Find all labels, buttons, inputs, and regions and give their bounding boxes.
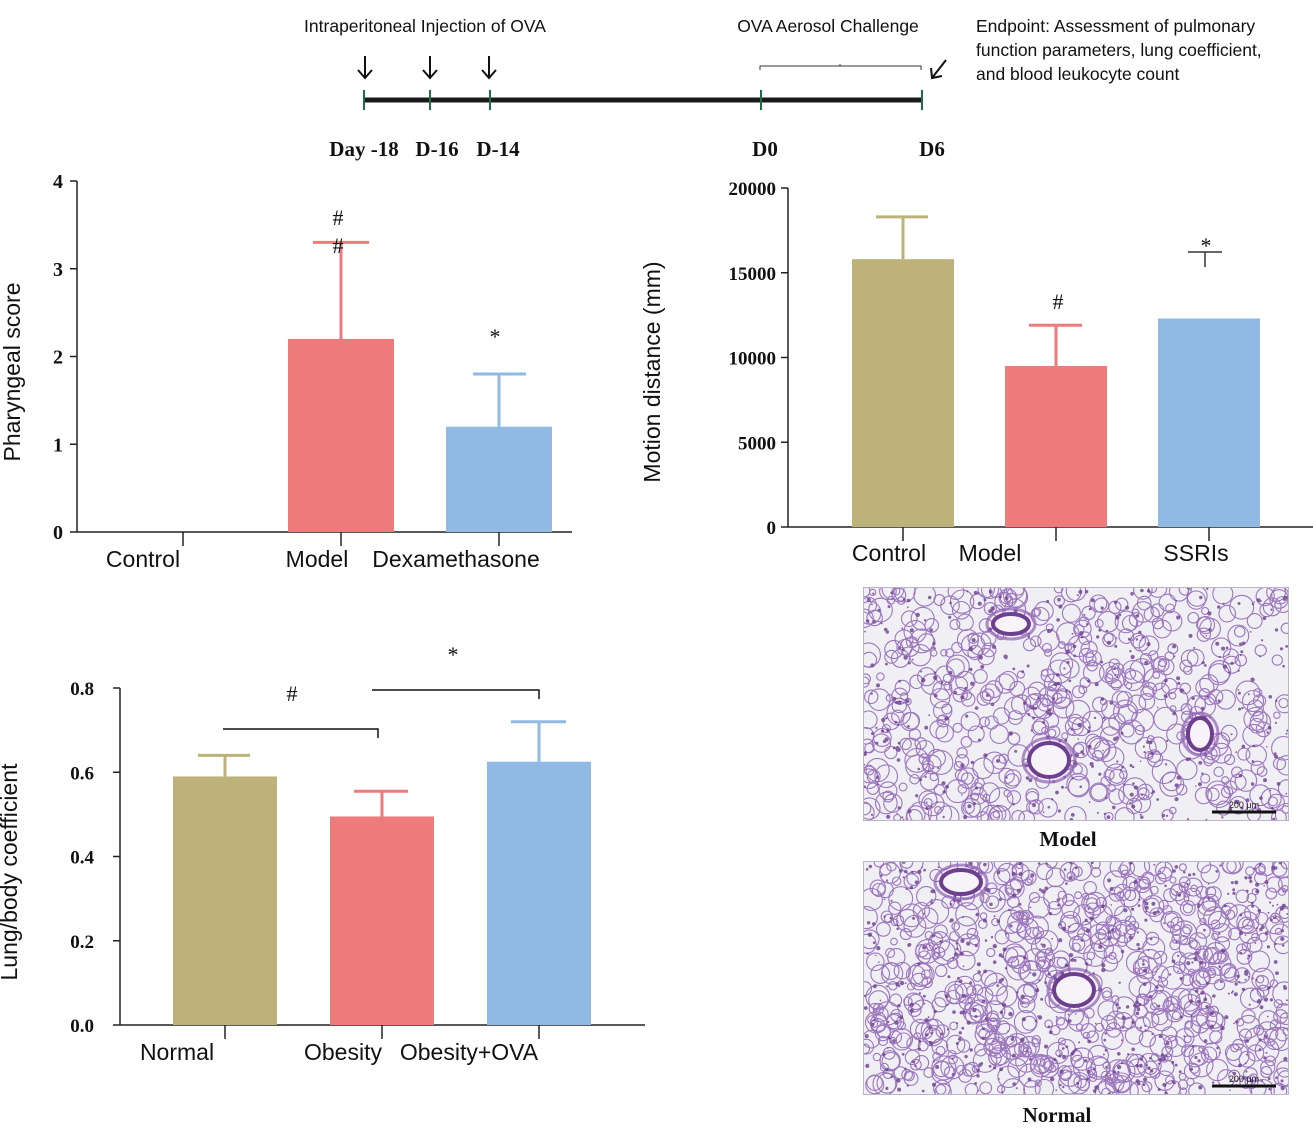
day-label: Day -18 [329,137,398,161]
y-tick-label: 0.6 [70,763,94,784]
scale-bar-label: 200 μm [1229,800,1259,810]
y-tick-label: 2 [53,347,63,369]
significance-annotation: * [490,324,501,349]
airway-wall [985,607,1037,641]
airway-wall [933,863,989,901]
day-label: D0 [752,137,778,161]
injection-arrows [357,56,947,80]
airway [991,612,1031,636]
y-tick-label: 0.0 [70,1016,94,1037]
significance-bracket [223,728,379,738]
y-tick-label: 15000 [729,264,777,285]
arrow-down-icon [422,56,438,80]
nuclei [864,862,1288,1094]
model-caption: Model [1039,827,1097,851]
category-label: Obesity+OVA [400,1039,539,1065]
y-tick-label: 0.8 [70,679,94,700]
y-tick-label: 10000 [729,349,777,370]
day-label: D6 [919,137,945,161]
timeline: Intraperitoneal Injection of OVA OVA Aer… [304,16,947,161]
y-tick-label: 0 [767,518,777,539]
chart-pharyngeal-score: 0 1 2 3 4 Pharyngeal score Control Model # # Dexam… [0,171,572,572]
airway-wall [1046,967,1102,1013]
arrow-down-icon [357,56,373,80]
endpoint-line: and blood leukocyte count [976,64,1180,84]
bar [173,776,277,1025]
alveoli [864,588,1288,820]
challenge-bracket [759,65,922,70]
significance-annotation: # [1053,289,1064,314]
arrow-down-icon [481,56,497,80]
significance-annotation: # [333,233,344,258]
significance-bracket [372,689,540,699]
bar [330,816,434,1025]
y-tick-label: 20000 [729,179,777,200]
significance-annotation: * [1201,233,1212,258]
histology-image-normal: 200 μm [863,861,1289,1095]
bar [446,426,552,532]
injection-label: Intraperitoneal Injection of OVA [304,16,546,36]
chart-motion-distance: 0 5000 10000 15000 20000 Motion distance (mm)… [639,179,1313,566]
challenge-label: OVA Aerosol Challenge [737,16,919,36]
y-tick-label: 5000 [738,433,776,454]
histology-image-model: 200 μm [863,587,1289,821]
normal-caption: Normal [1022,1103,1092,1127]
bar [1158,318,1260,527]
category-label: Obesity [304,1039,382,1065]
histology-model-drawing: 200 μm [864,588,1288,820]
category-label: SSRIs [1163,540,1228,566]
significance-annotation: # [333,205,344,230]
endpoint-line: function parameters, lung coefficient, [976,40,1262,60]
timeline-ticks [363,90,923,110]
chart-lung-body-coefficient: 0.0 0.2 0.4 0.6 0.8 Lung/body coefficient Norm… [0,642,645,1065]
airway [1052,972,1096,1008]
airway-wall [1021,736,1077,784]
bar [1005,365,1107,527]
timeline-days: Day -18 D-16 D-14 D0 D6 [329,137,945,161]
y-axis-title: Motion distance (mm) [639,261,665,482]
endpoint-line: Endpoint: Assessment of pulmonary [976,16,1256,36]
y-tick-label: 3 [53,259,63,281]
bracket-label: * [448,642,459,667]
histology-normal-drawing: 200 μm [864,862,1288,1094]
category-label: Dexamethasone [372,546,540,572]
day-label: D-16 [415,137,458,161]
day-label: D-14 [476,137,520,161]
endpoint-note: Endpoint: Assessment of pulmonary functi… [976,14,1306,86]
y-tick-label: 0.2 [70,932,94,953]
y-tick-label: 0 [53,522,63,544]
bar [852,259,954,527]
y-tick-label: 1 [53,434,63,456]
airway [1186,716,1214,752]
scale-bar-label: 200 μm [1229,1074,1259,1084]
category-label: Model [959,540,1022,566]
bar [487,761,591,1025]
y-tick-label: 0.4 [70,848,94,869]
bracket-label: # [287,681,298,706]
airway [939,868,983,896]
category-label: Normal [140,1039,214,1065]
airway [1027,741,1071,779]
airway-wall [1180,711,1220,757]
y-tick-label: 4 [53,171,63,193]
arrow-endpoint-icon [930,59,947,80]
category-label: Control [106,546,180,572]
bar [288,338,394,532]
category-label: Model [286,546,349,572]
y-axis-title: Pharyngeal score [0,283,25,462]
y-axis-title: Lung/body coefficient [0,763,22,981]
category-label: Control [852,540,926,566]
